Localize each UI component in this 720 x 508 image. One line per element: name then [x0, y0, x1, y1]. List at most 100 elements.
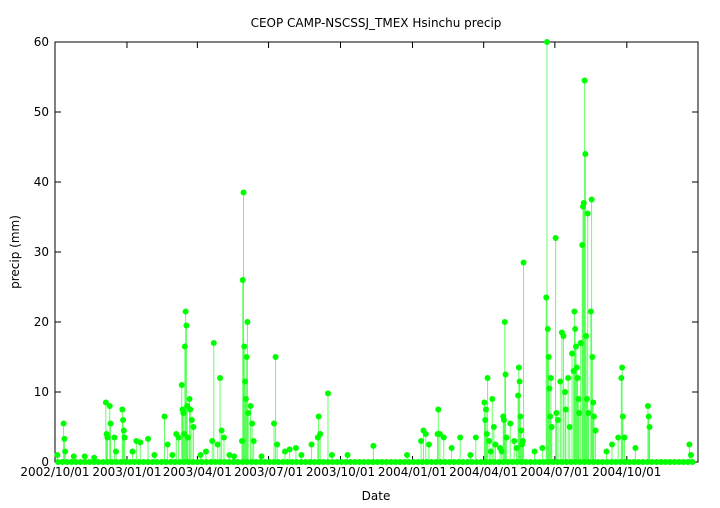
data-point: [379, 459, 385, 465]
data-point: [457, 434, 464, 441]
data-point: [175, 434, 182, 441]
data-point: [266, 459, 273, 465]
data-point: [671, 459, 678, 465]
data-point: [448, 445, 455, 451]
x-tick-label: 2003/07/01: [234, 465, 303, 479]
y-axis-label: precip (mm): [8, 215, 22, 289]
data-point: [425, 441, 432, 448]
data-point: [145, 435, 152, 442]
data-point: [583, 396, 590, 402]
data-point: [203, 459, 210, 465]
data-point: [383, 459, 390, 465]
y-tick-label: 10: [34, 385, 49, 399]
data-point: [618, 375, 625, 381]
y-tick-label: 50: [34, 105, 49, 119]
data-point: [580, 200, 587, 206]
data-point: [469, 459, 475, 465]
data-point: [619, 413, 626, 420]
data-point: [172, 459, 178, 465]
data-point: [579, 242, 586, 248]
data-point: [520, 259, 527, 266]
series-stems: [56, 42, 692, 462]
data-point: [82, 459, 88, 465]
data-point: [557, 378, 564, 385]
data-point: [316, 459, 322, 465]
y-tick-label: 30: [34, 245, 49, 259]
data-point: [127, 459, 133, 465]
data-point: [338, 459, 345, 465]
data-point: [548, 424, 555, 430]
data-point: [523, 459, 529, 465]
data-point: [662, 459, 669, 465]
data-point: [532, 459, 538, 465]
data-point: [632, 445, 639, 451]
data-point: [239, 277, 246, 283]
data-point: [271, 420, 278, 427]
data-point: [572, 326, 579, 332]
data-point: [289, 459, 295, 465]
data-point: [250, 438, 257, 444]
plot-frame: [54, 41, 699, 463]
data-point: [419, 459, 426, 465]
data-point: [547, 413, 554, 420]
data-point: [621, 434, 628, 441]
data-point: [590, 399, 597, 406]
series-points: [54, 39, 696, 465]
data-point: [536, 459, 543, 465]
data-point: [505, 459, 511, 465]
data-point: [181, 343, 188, 350]
data-point: [292, 445, 299, 451]
data-point: [589, 354, 596, 360]
data-point: [415, 459, 421, 465]
data-point: [562, 389, 569, 395]
data-point: [571, 308, 578, 315]
data-point: [422, 431, 429, 437]
data-point: [451, 459, 457, 465]
data-point: [158, 459, 165, 465]
data-point: [286, 446, 293, 453]
data-point: [440, 434, 447, 441]
data-point: [221, 459, 228, 465]
data-point: [280, 459, 286, 465]
data-point: [608, 459, 615, 465]
data-point: [559, 459, 565, 465]
data-point: [129, 448, 136, 455]
data-point: [687, 452, 694, 458]
x-tick-label: 2003/01/01: [92, 465, 161, 479]
data-point: [572, 343, 579, 350]
data-point: [460, 459, 466, 465]
data-point: [640, 459, 646, 465]
data-point: [437, 459, 444, 465]
data-point: [182, 308, 189, 315]
data-point: [546, 385, 553, 392]
data-point: [599, 459, 606, 465]
data-point: [274, 441, 281, 448]
data-point: [645, 413, 652, 420]
data-point: [161, 413, 168, 420]
data-point: [554, 459, 561, 465]
data-point: [183, 322, 190, 329]
data-point: [361, 459, 367, 465]
data-point: [482, 417, 489, 423]
data-point: [275, 459, 282, 465]
data-point: [231, 453, 238, 460]
data-point: [676, 459, 682, 465]
data-point: [513, 445, 520, 451]
data-point: [626, 459, 633, 465]
data-point: [245, 410, 252, 416]
data-point: [649, 459, 655, 465]
data-point: [562, 406, 569, 413]
data-point: [424, 459, 430, 465]
data-point: [553, 410, 560, 416]
y-tick-label: 20: [34, 315, 49, 329]
data-point: [149, 459, 156, 465]
data-point: [582, 151, 589, 157]
data-point: [61, 435, 68, 442]
data-point: [244, 459, 250, 465]
data-point: [230, 459, 237, 465]
data-point: [136, 459, 142, 465]
data-point: [55, 459, 61, 465]
data-point: [590, 413, 597, 420]
